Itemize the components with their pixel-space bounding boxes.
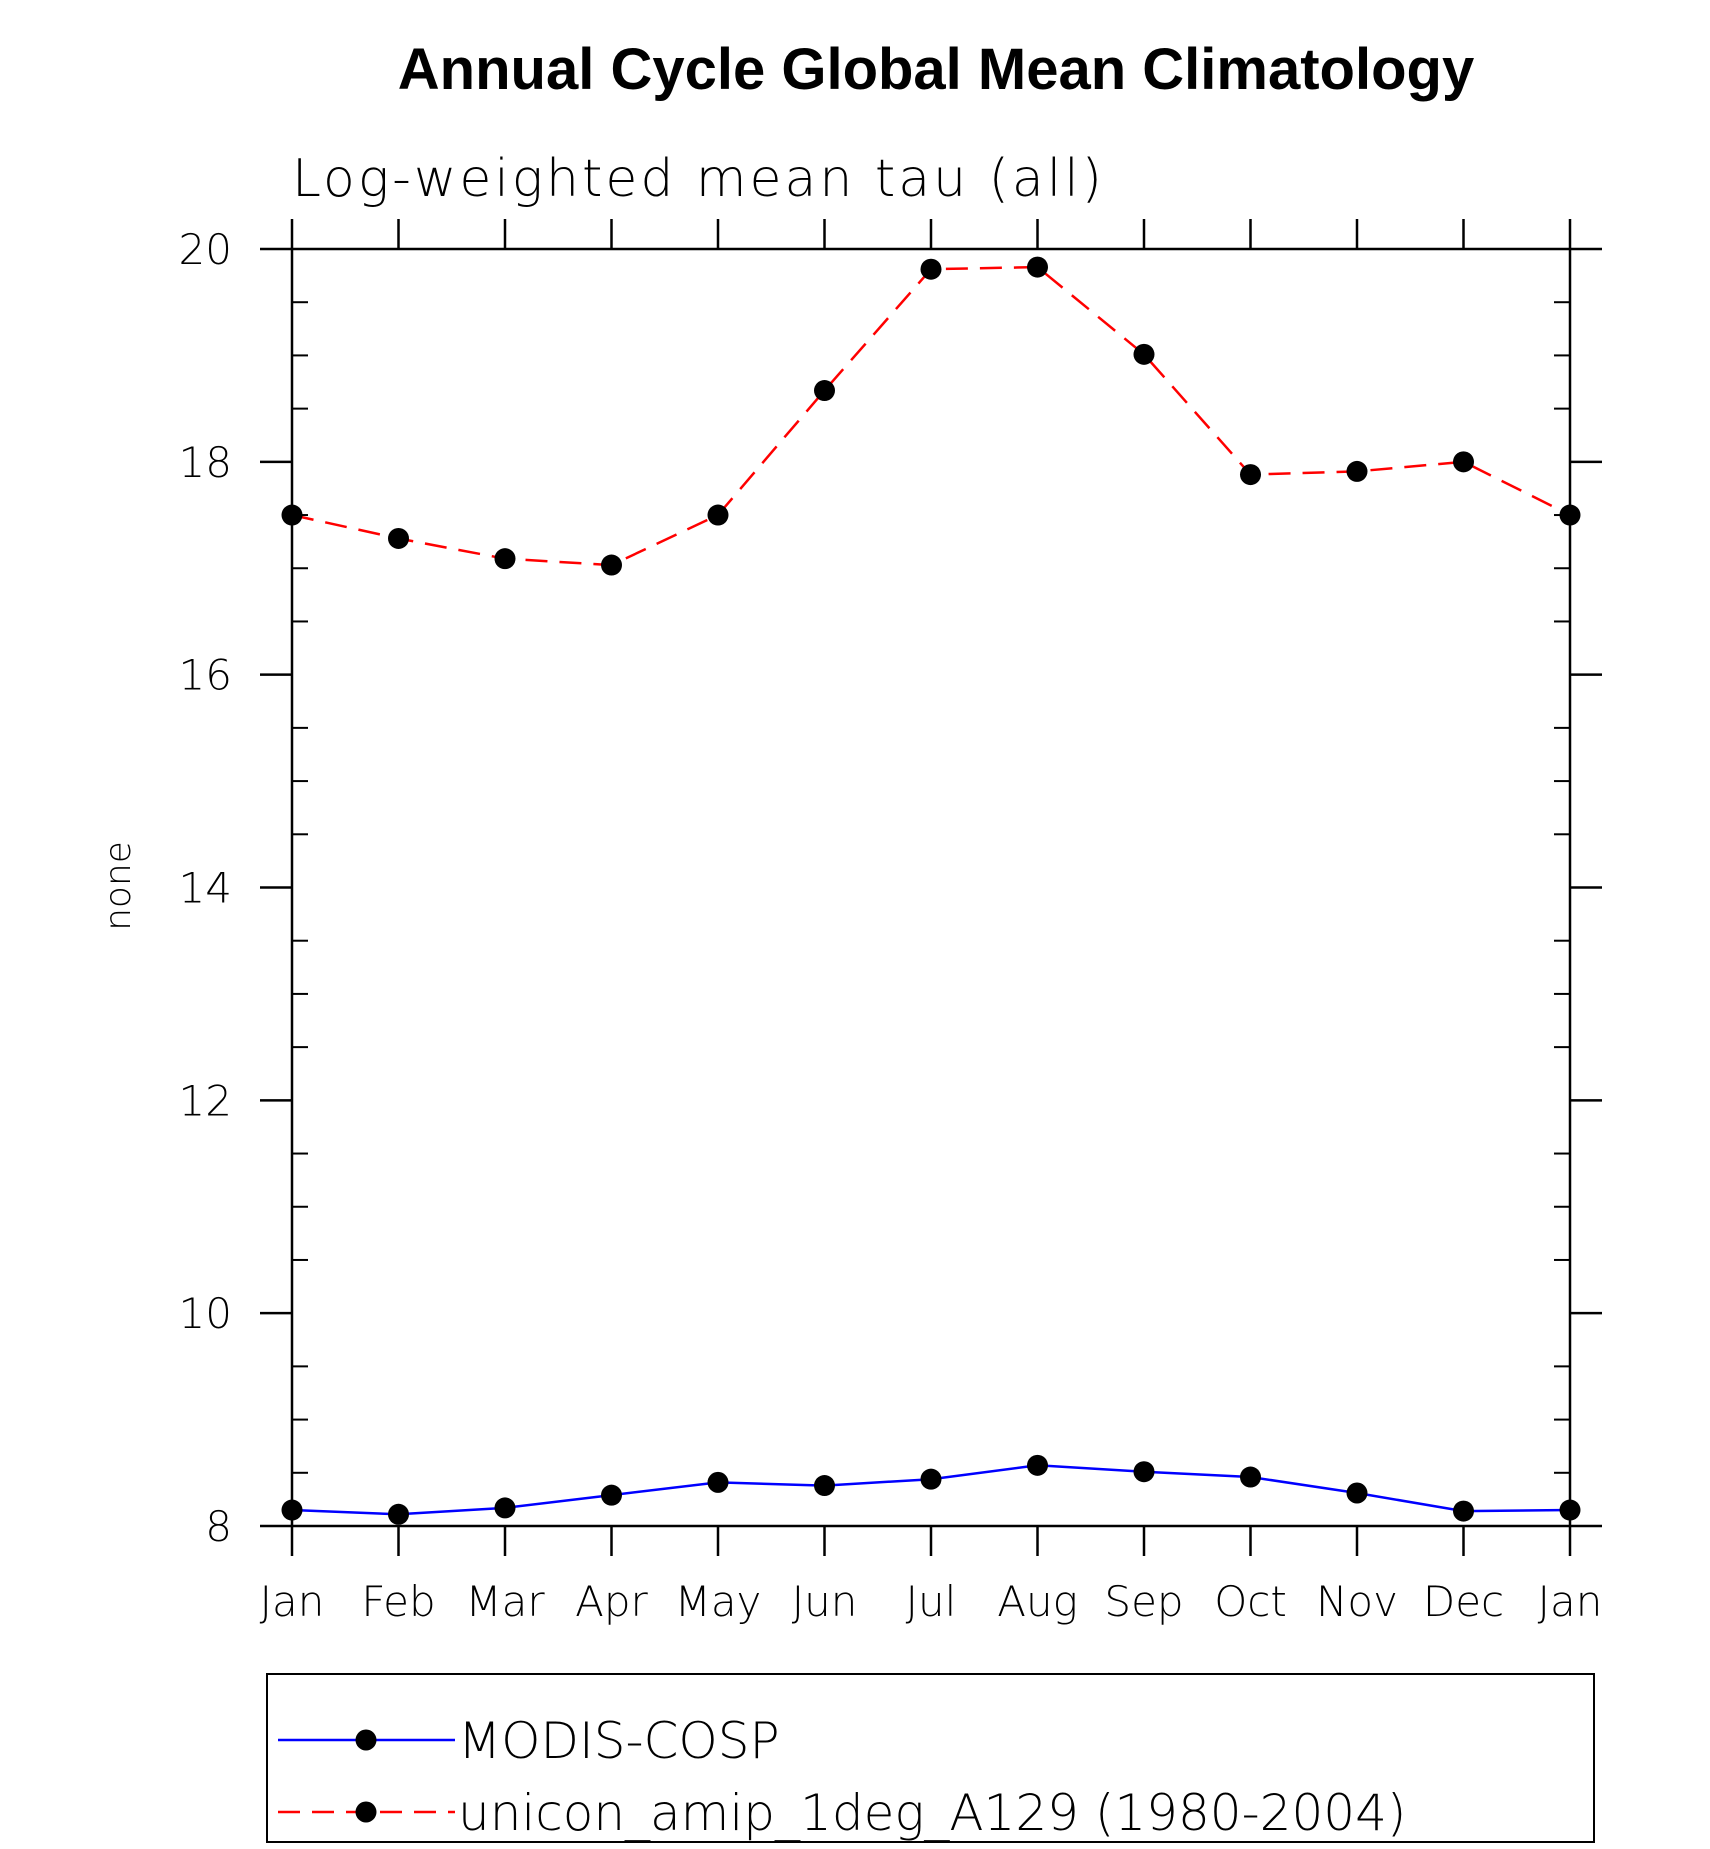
series-0-point — [1027, 1454, 1048, 1476]
x-tick-label: Mar — [465, 1577, 545, 1626]
legend-marker-1 — [355, 1801, 377, 1823]
y-tick-labels: 8 10 12 14 16 18 20 — [179, 225, 232, 1551]
x-ticks — [290, 219, 1572, 1556]
series-1-point — [281, 504, 303, 526]
x-tick-label: Jan — [1538, 1577, 1603, 1626]
series-0-point — [1346, 1482, 1368, 1504]
series-1-point — [920, 258, 942, 280]
series-0-point — [1240, 1466, 1261, 1488]
x-tick-label: May — [675, 1577, 762, 1626]
series-1-point — [1453, 451, 1474, 473]
x-tick-labels: Jan Feb Mar Apr May Jun Jul Aug Sep Oct Nov Dec Jan — [260, 1577, 1603, 1626]
series-0-point — [707, 1471, 729, 1493]
legend: MODIS-COSP unicon_amip_1deg_A129 (1980-20… — [278, 1712, 1406, 1842]
x-tick-label: Jul — [906, 1577, 957, 1626]
legend-label-0: MODIS-COSP — [458, 1712, 780, 1770]
series-1-point — [707, 504, 729, 526]
series-1-point — [1133, 343, 1155, 365]
x-tick-label: Feb — [361, 1577, 435, 1626]
y-tick-label: 8 — [205, 1502, 232, 1551]
series-1-point — [1346, 460, 1368, 482]
x-tick-label: Jan — [260, 1577, 325, 1626]
series-lines — [291, 265, 1571, 1516]
legend-box — [266, 1673, 1595, 1843]
series-0-point — [494, 1497, 516, 1519]
y-tick-label: 20 — [179, 225, 232, 274]
series-1-point — [601, 554, 622, 576]
y-tick-label: 14 — [179, 864, 232, 913]
series-1-point — [388, 527, 409, 549]
x-tick-label: Oct — [1214, 1577, 1287, 1626]
chart-subtitle: Log-weighted mean tau (all) — [292, 149, 1105, 209]
x-tick-label: Nov — [1316, 1577, 1398, 1626]
y-tick-label: 10 — [179, 1289, 232, 1338]
series-0-point — [601, 1484, 622, 1506]
y-tick-label: 18 — [179, 438, 232, 487]
series-line-1 — [291, 265, 1571, 567]
x-tick-label: Sep — [1104, 1577, 1183, 1626]
chart-title: Annual Cycle Global Mean Climatology — [398, 37, 1474, 102]
series-0-point — [388, 1503, 409, 1525]
plot-frame — [290, 247, 1572, 1528]
y-axis-label: none — [98, 841, 139, 931]
series-0-point — [281, 1499, 303, 1521]
legend-label-1: unicon_amip_1deg_A129 (1980-2004) — [458, 1784, 1406, 1842]
series-1-point — [494, 548, 516, 570]
series-0-point — [1133, 1461, 1155, 1483]
x-tick-label: Jun — [792, 1577, 858, 1626]
series-0-point — [920, 1468, 942, 1490]
series-1-point — [1027, 256, 1048, 278]
series-1-point — [814, 380, 835, 402]
x-tick-label: Dec — [1423, 1577, 1504, 1626]
y-ticks — [260, 247, 1602, 1528]
y-tick-label: 16 — [179, 651, 232, 700]
series-0-point — [1559, 1499, 1581, 1521]
series-0-point — [814, 1475, 835, 1497]
y-tick-label: 12 — [179, 1076, 232, 1125]
series-0-point — [1453, 1500, 1474, 1522]
x-tick-label: Aug — [997, 1577, 1078, 1626]
legend-marker-0 — [355, 1729, 377, 1751]
x-tick-label: Apr — [575, 1577, 648, 1626]
series-points — [281, 256, 1581, 1525]
series-1-point — [1559, 504, 1581, 526]
series-1-point — [1240, 464, 1261, 486]
